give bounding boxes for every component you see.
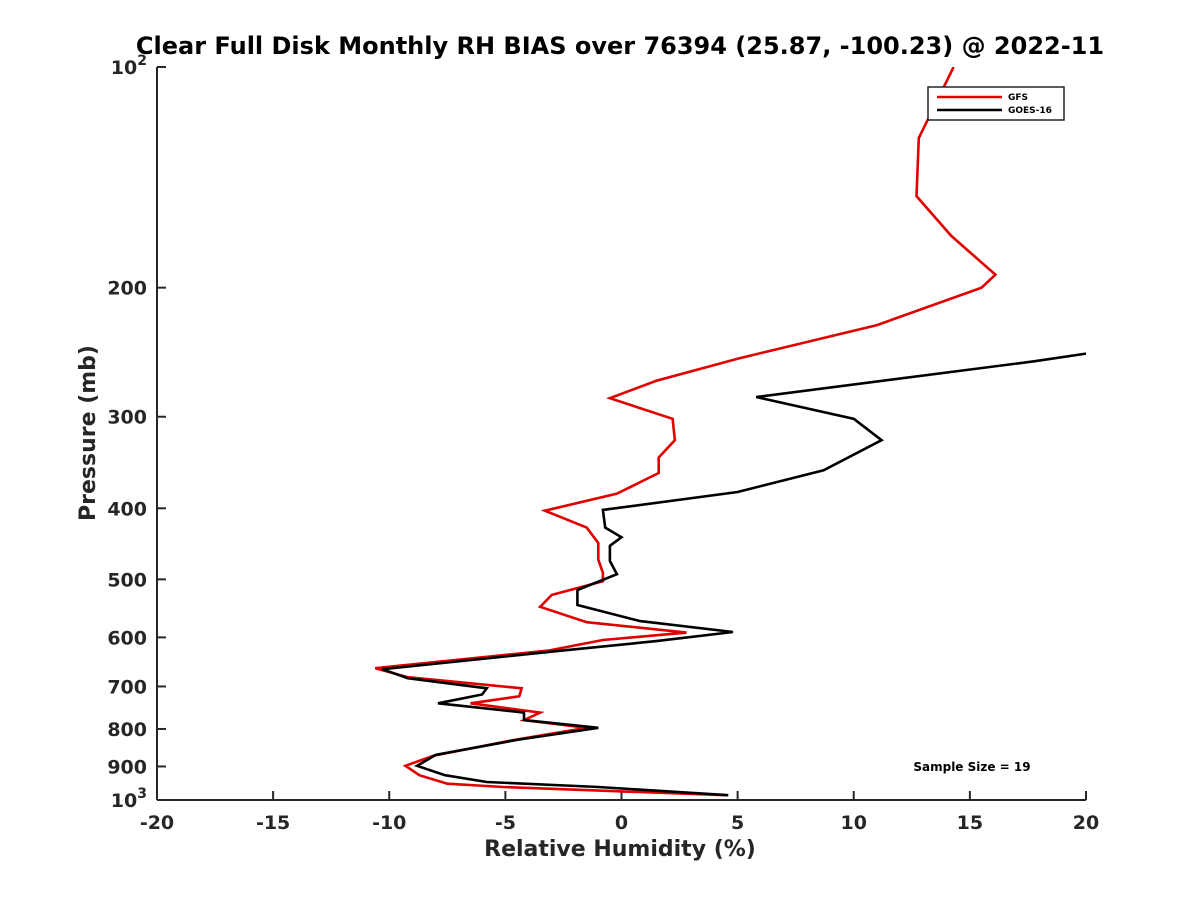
y-tick-label: 900 [107, 756, 147, 778]
legend-box [927, 86, 1065, 121]
x-tick-label: 0 [615, 812, 628, 834]
x-tick-label: 20 [1073, 812, 1099, 834]
chart-title: Clear Full Disk Monthly RH BIAS over 763… [136, 32, 1104, 60]
x-tick-label: 5 [731, 812, 744, 834]
y-tick-label: 600 [107, 627, 147, 649]
y-ticks: 102 200 300 400 500 600 700 800 900 103 [107, 53, 166, 812]
legend-label-gfs: GFS [1008, 93, 1028, 103]
series-line-gfs [374, 67, 998, 797]
series-line-goes16 [381, 352, 1086, 797]
x-tick-label: 15 [957, 812, 983, 834]
series-layer [374, 67, 1086, 797]
y-tick-label: 800 [107, 719, 147, 741]
x-tick-label: -20 [140, 812, 174, 834]
sample-size-annotation: Sample Size = 19 [913, 760, 1030, 774]
y-tick-label: 200 [107, 278, 147, 300]
y-tick-label: 700 [107, 676, 147, 698]
x-tick-label: -15 [256, 812, 290, 834]
x-axis-label: Relative Humidity (%) [484, 837, 756, 862]
y-axis-label: Pressure (mb) [76, 345, 101, 521]
y-tick-label: 102 [111, 53, 147, 79]
legend-label-goes16: GOES-16 [1008, 106, 1052, 116]
y-tick-label: 103 [111, 786, 147, 812]
y-tick-label: 400 [107, 498, 147, 520]
x-ticks: -20 -15 -10 -5 0 5 10 15 20 [140, 791, 1099, 834]
y-tick-label: 500 [107, 569, 147, 591]
legend: GFS GOES-16 [927, 86, 1065, 121]
x-tick-label: 10 [841, 812, 867, 834]
x-tick-label: -5 [495, 812, 516, 834]
x-tick-label: -10 [372, 812, 406, 834]
y-tick-label: 300 [107, 407, 147, 429]
